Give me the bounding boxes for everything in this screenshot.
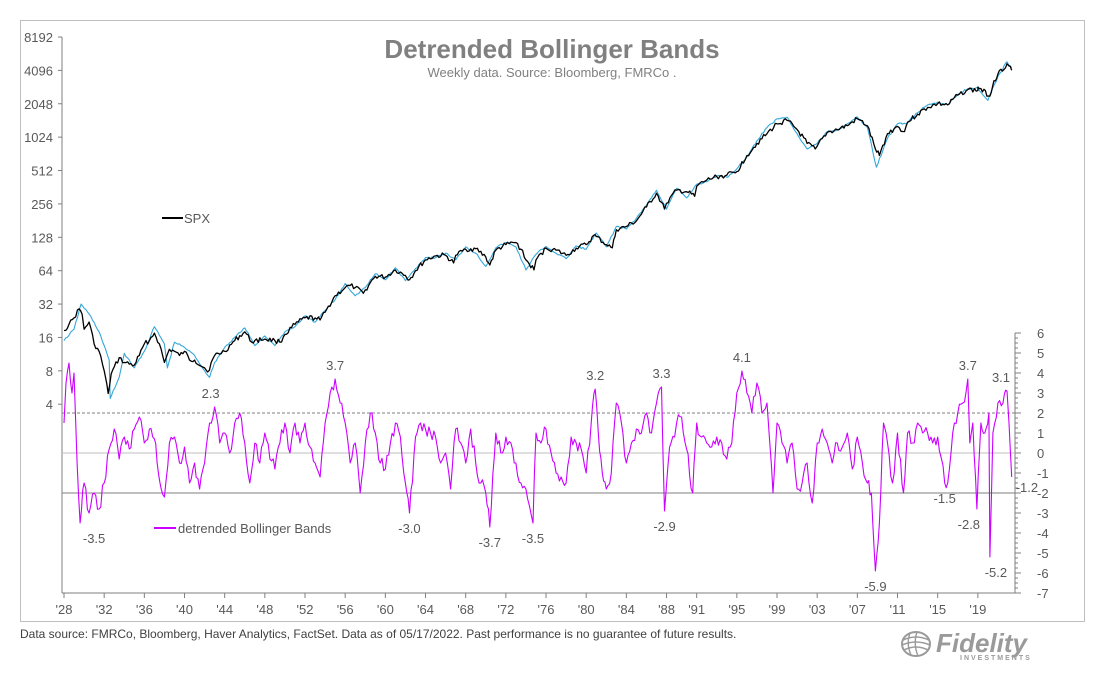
- right-axis-tick-label: -1: [1037, 466, 1049, 481]
- annotation-label: -2.9: [653, 519, 675, 534]
- x-axis-tick-label: '72: [497, 602, 514, 617]
- left-axis-tick-label: 4: [46, 397, 53, 412]
- left-axis-tick-label: 64: [39, 264, 53, 279]
- right-axis-tick-label: 2: [1037, 406, 1044, 421]
- x-axis-tick-label: '28: [56, 602, 73, 617]
- right-axis-tick-label: 4: [1037, 366, 1044, 381]
- axes: 4816326412825651210242048409681926543210…: [24, 30, 1048, 617]
- x-axis-tick-label: '95: [728, 602, 745, 617]
- x-axis-tick-label: '48: [256, 602, 273, 617]
- x-axis-tick-label: '11: [890, 602, 906, 617]
- x-axis-tick-label: '64: [417, 602, 434, 617]
- legend: SPX detrended Bollinger Bands: [154, 211, 332, 536]
- annotation-label: -3.0: [398, 521, 420, 536]
- x-axis-tick-label: '56: [337, 602, 354, 617]
- left-axis-tick-label: 32: [39, 297, 53, 312]
- series-group: [63, 61, 1013, 572]
- right-axis-tick-label: 0: [1037, 446, 1044, 461]
- chart-title: Detrended Bollinger Bands: [384, 34, 719, 64]
- left-axis-tick-label: 8192: [24, 30, 53, 45]
- x-axis-tick-label: '91: [688, 602, 705, 617]
- x-axis-tick-label: '32: [96, 602, 113, 617]
- x-axis-tick-label: '60: [377, 602, 394, 617]
- x-axis-tick-label: '99: [769, 602, 786, 617]
- left-axis-tick-label: 16: [39, 330, 53, 345]
- x-axis-tick-label: '44: [216, 602, 233, 617]
- x-axis-tick-label: '84: [618, 602, 635, 617]
- left-axis-tick-label: 2048: [24, 97, 53, 112]
- left-axis-tick-label: 256: [31, 197, 53, 212]
- x-axis-tick-label: '19: [969, 602, 986, 617]
- footnote: Data source: FMRCo, Bloomberg, Haver Ana…: [20, 627, 737, 641]
- annotation-label: -3.5: [522, 531, 544, 546]
- series-line-1: [63, 61, 1013, 400]
- annotation-label: 2.3: [202, 386, 220, 401]
- left-axis-tick-label: 8: [46, 364, 53, 379]
- annotation-label: -3.5: [83, 531, 105, 546]
- chart-subtitle: Weekly data. Source: Bloomberg, FMRCo .: [427, 65, 676, 80]
- reference-lines: [62, 412, 1015, 494]
- annotation-label: -2.8: [958, 517, 980, 532]
- x-axis-tick-label: '76: [538, 602, 555, 617]
- x-axis-tick-label: '03: [809, 602, 826, 617]
- annotation-label: -5.2: [985, 565, 1007, 580]
- x-axis-tick-label: '15: [929, 602, 946, 617]
- right-axis-tick-label: -4: [1037, 526, 1049, 541]
- annotation-label: 3.7: [959, 358, 977, 373]
- left-axis-tick-label: 128: [31, 230, 53, 245]
- left-axis-tick-label: 4096: [24, 63, 53, 78]
- chart-frame: [20, 20, 1085, 622]
- logo-brand: Fidelity: [936, 628, 1028, 658]
- right-axis-tick-label: -7: [1037, 586, 1049, 601]
- right-axis-tick-label: -6: [1037, 566, 1049, 581]
- right-axis-tick-label: -2: [1037, 486, 1049, 501]
- annotations: -3.5 2.3 3.7 -3.0 -3.7 -3.5 3.2 3.3 -2.9 4.1 -5.9 3…: [83, 350, 1038, 594]
- annotation-label: -1.2: [1016, 480, 1038, 495]
- annotation-label: 3.2: [586, 368, 604, 383]
- logo-sub: INVESTMENTS: [960, 655, 1032, 662]
- x-axis-tick-label: '68: [457, 602, 474, 617]
- legend-label-detrended: detrended Bollinger Bands: [178, 521, 332, 536]
- x-axis-tick-label: '52: [297, 602, 314, 617]
- annotation-label: 4.1: [733, 350, 751, 365]
- series-line-2: [63, 362, 1013, 572]
- right-axis-tick-label: 1: [1037, 426, 1044, 441]
- right-axis-tick-label: 3: [1037, 386, 1044, 401]
- right-axis-tick-label: 5: [1037, 346, 1044, 361]
- annotation-label: -5.9: [864, 579, 886, 594]
- x-axis-tick-label: '40: [176, 602, 193, 617]
- left-axis-tick-label: 1024: [24, 130, 53, 145]
- series-line-0: [63, 63, 1013, 395]
- right-axis-tick-label: 6: [1037, 326, 1044, 341]
- x-axis-tick-label: '07: [849, 602, 866, 617]
- fidelity-logo: Fidelity INVESTMENTS: [900, 628, 1060, 662]
- right-axis-tick-label: -5: [1037, 546, 1049, 561]
- right-axis-tick-label: -3: [1037, 506, 1049, 521]
- annotation-label: 3.1: [992, 370, 1010, 385]
- x-axis-tick-label: '80: [578, 602, 595, 617]
- left-axis-tick-label: 512: [31, 164, 53, 179]
- legend-label-spx: SPX: [184, 211, 210, 226]
- x-axis-tick-label: '88: [658, 602, 675, 617]
- annotation-label: 3.7: [326, 358, 344, 373]
- annotation-label: -1.5: [934, 491, 956, 506]
- globe-icon: [901, 631, 931, 657]
- annotation-label: 3.3: [652, 366, 670, 381]
- annotation-label: -3.7: [479, 535, 501, 550]
- x-axis-tick-label: '36: [136, 602, 153, 617]
